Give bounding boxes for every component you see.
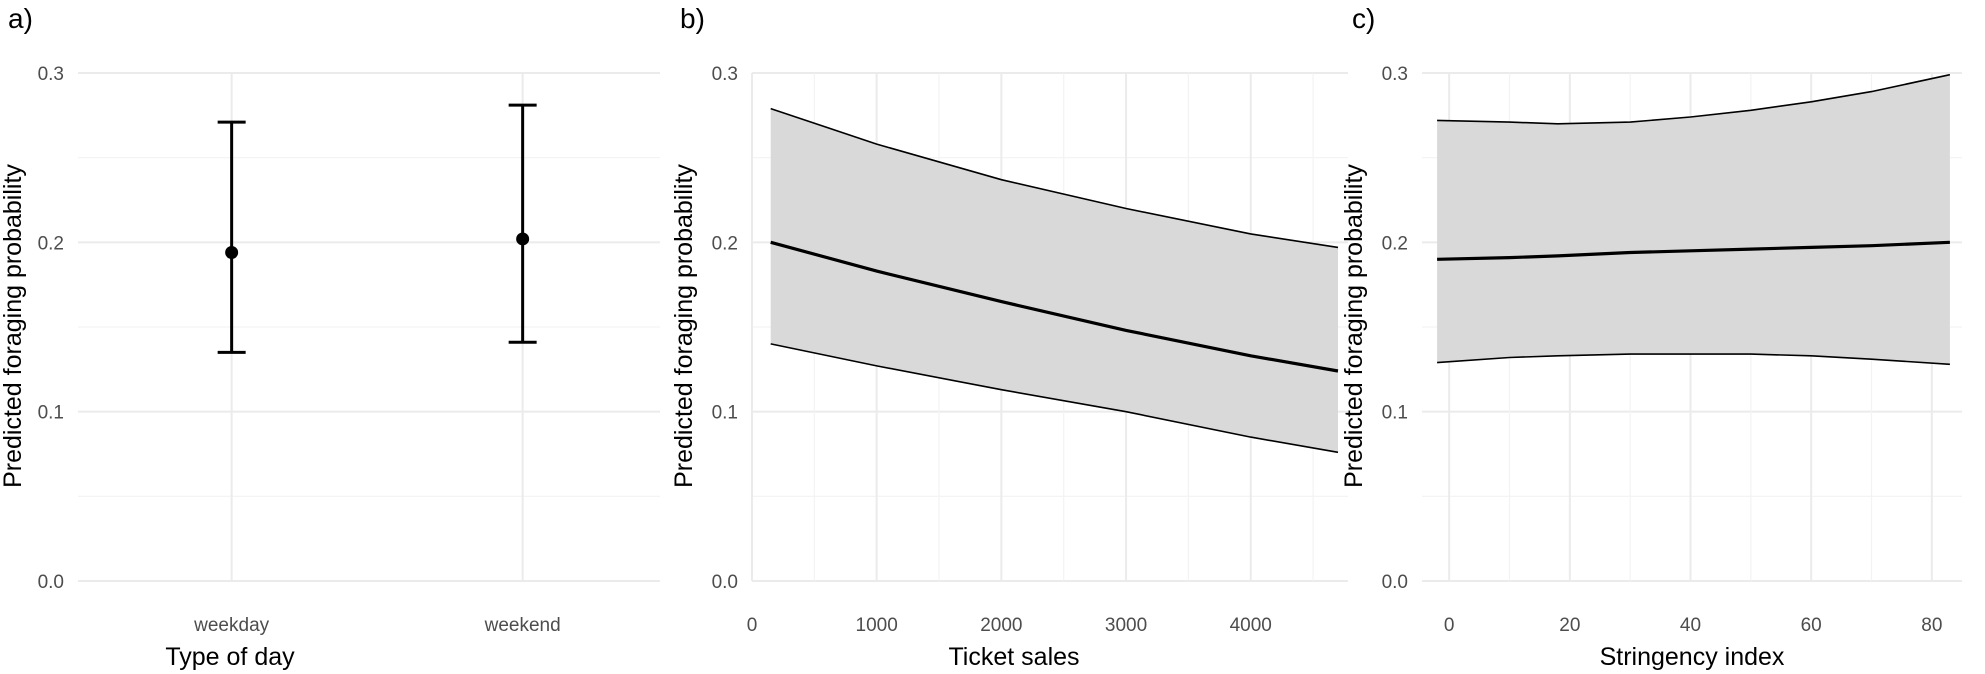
panel-c-y-tick-label: 0.2: [1382, 233, 1408, 254]
panel-c-x-tick-label: 40: [1680, 615, 1701, 636]
panel-a-y-ticks: 0.0 0.1 0.2 0.3: [38, 64, 64, 593]
panel-c-y-tick-label: 0.1: [1382, 403, 1408, 424]
panel-b-lower-bound-line: [770, 343, 1339, 454]
panel-b-plot-area: [770, 107, 1339, 454]
panel-c-y-tick-label: 0.0: [1382, 572, 1408, 593]
panel-a-y-tick-label: 0.3: [38, 64, 64, 85]
panel-a-errorbar-weekday: [217, 120, 246, 354]
panel-c-y-tick-label: 0.3: [1382, 64, 1408, 85]
panel-b-x-ticks: 0 1000 2000 3000 4000: [747, 615, 1272, 636]
panel-b-y-tick-label: 0.1: [712, 403, 738, 424]
panel-b-x-tick-label: 2000: [980, 615, 1022, 636]
panel-a-point-estimate: [516, 232, 530, 246]
panel-b: b) 0.0 0.1 0.2 0.3 0 1000 2000 3000 4000 Ticket…: [670, 3, 1348, 671]
panel-a-y-axis-label: Predicted foraging probability: [0, 164, 27, 488]
panel-c-lower-bound-line: [1437, 353, 1950, 366]
panel-a-grid: [78, 72, 660, 582]
panel-c-x-tick-label: 0: [1444, 615, 1455, 636]
panel-c-y-axis-label: Predicted foraging probability: [1340, 164, 1368, 488]
panel-b-confidence-band: [770, 108, 1338, 453]
panel-b-x-tick-label: 4000: [1230, 615, 1272, 636]
panel-c-estimate-line: [1437, 240, 1950, 261]
panel-b-x-tick-label: 1000: [856, 615, 898, 636]
panel-a-y-tick-label: 0.1: [38, 403, 64, 424]
panel-a: a) 0.0 0.1 0.2 0.3 weekday weekend Type of d…: [0, 3, 660, 671]
panel-c-x-tick-label: 80: [1921, 615, 1942, 636]
panel-b-y-tick-label: 0.2: [712, 233, 738, 254]
panel-b-upper-bound-line: [770, 107, 1339, 249]
panel-c-confidence-band: [1437, 74, 1950, 365]
panel-a-y-tick-label: 0.0: [38, 572, 64, 593]
panel-b-y-ticks: 0.0 0.1 0.2 0.3: [712, 64, 738, 593]
panel-a-plot-area: [217, 103, 537, 354]
panel-c-x-tick-label: 60: [1801, 615, 1822, 636]
panel-c-upper-bound-line: [1437, 73, 1951, 125]
panel-c-tag: c): [1352, 3, 1375, 34]
panel-b-x-tick-label: 0: [747, 615, 758, 636]
panel-c-x-ticks: 0 20 40 60 80: [1444, 615, 1943, 636]
panel-a-point-estimate: [225, 245, 239, 259]
panel-c-x-axis-label: Stringency index: [1600, 643, 1785, 671]
panel-a-tag: a): [8, 3, 33, 34]
panel-c-plot-area: [1437, 73, 1951, 366]
panel-a-x-tick-label: weekday: [193, 615, 269, 636]
panel-c-y-ticks: 0.0 0.1 0.2 0.3: [1382, 64, 1408, 593]
panel-c-x-tick-label: 20: [1559, 615, 1580, 636]
panel-b-y-axis-label: Predicted foraging probability: [670, 164, 698, 488]
panel-b-estimate-line: [770, 240, 1339, 373]
panel-b-x-tick-label: 3000: [1105, 615, 1147, 636]
panel-a-x-ticks: weekday weekend: [193, 615, 561, 636]
panel-b-tag: b): [680, 3, 705, 34]
panel-c: c) 0.0 0.1 0.2 0.3 0 20 40 60 80 Stringency ind…: [1340, 3, 1962, 671]
panel-a-errorbar-weekend: [508, 103, 537, 344]
panel-b-y-tick-label: 0.3: [712, 64, 738, 85]
panel-a-x-axis-label: Type of day: [165, 643, 295, 671]
panel-b-y-tick-label: 0.0: [712, 572, 738, 593]
panel-a-x-tick-label: weekend: [484, 615, 561, 636]
panel-b-x-axis-label: Ticket sales: [948, 643, 1079, 671]
panel-a-y-tick-label: 0.2: [38, 233, 64, 254]
